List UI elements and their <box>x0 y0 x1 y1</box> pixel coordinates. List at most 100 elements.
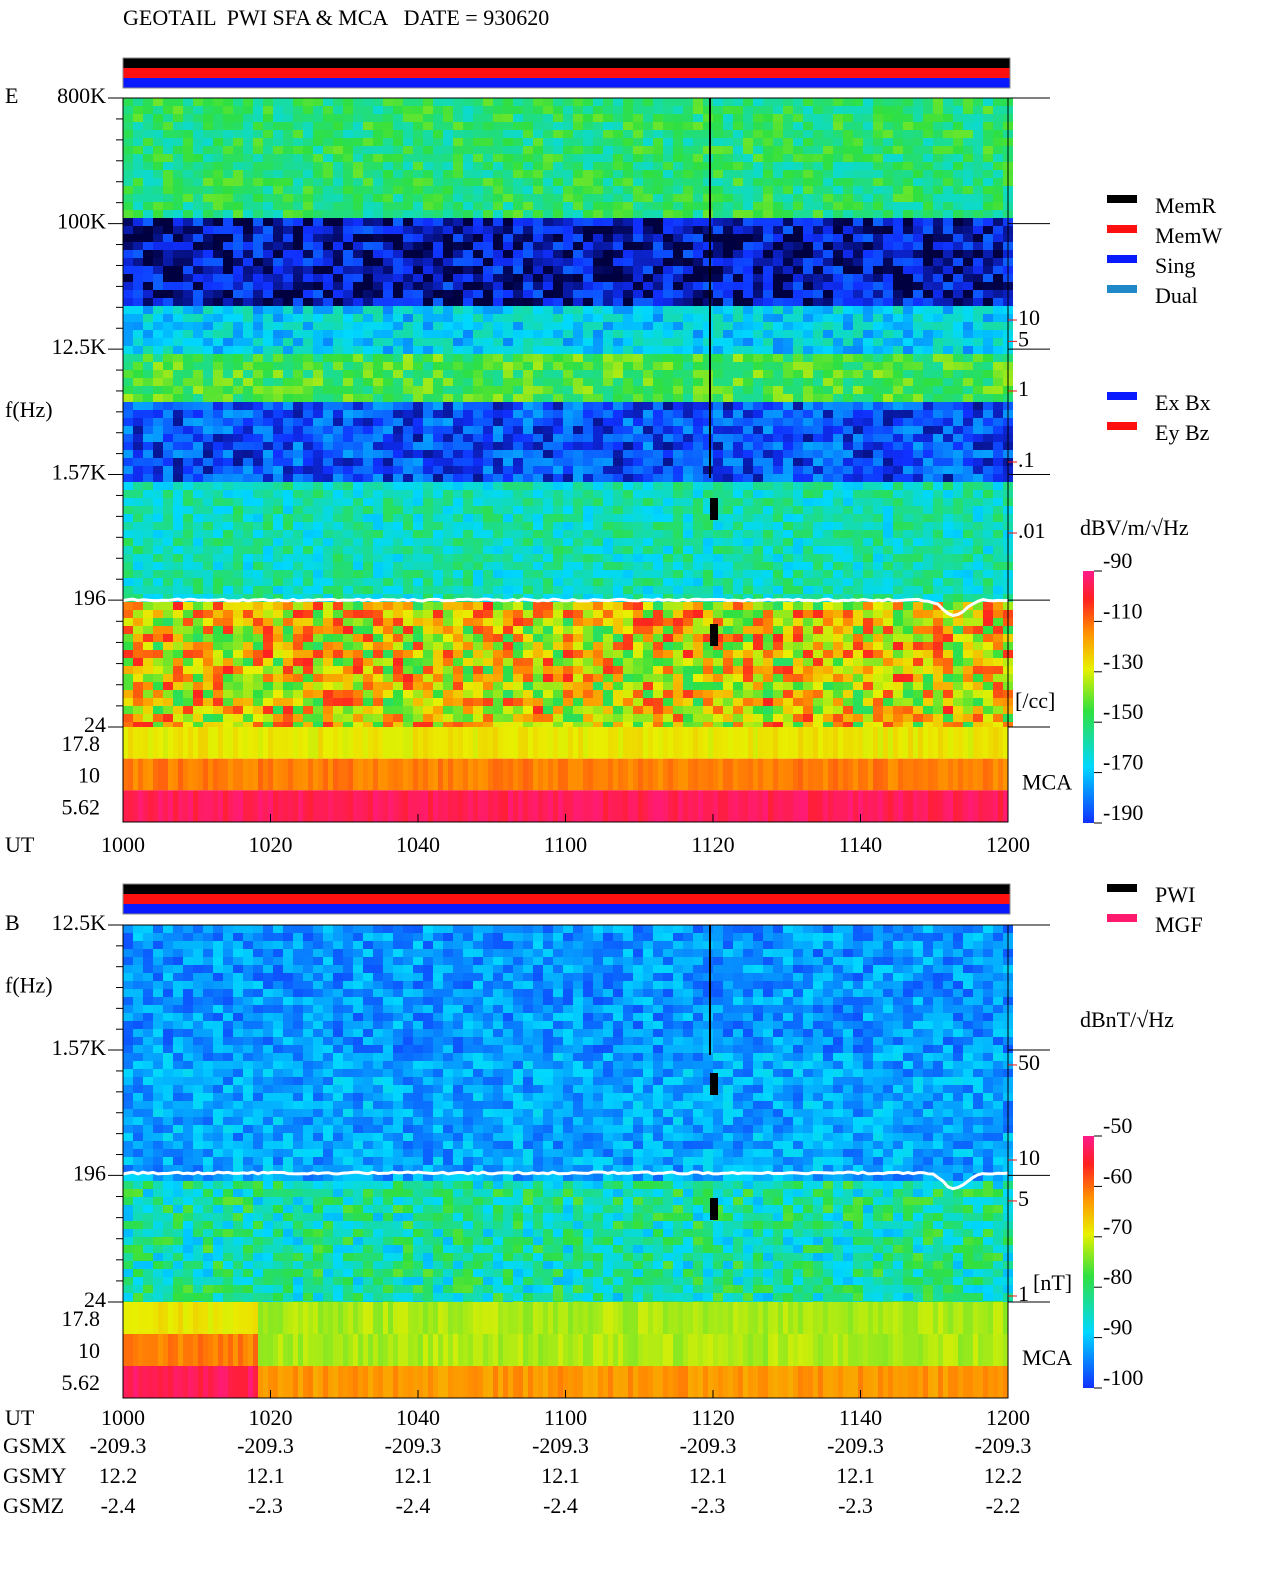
spectrogram-cell <box>433 178 443 186</box>
spectrogram-cell <box>253 434 263 442</box>
spectrogram-cell <box>973 258 983 266</box>
spectrogram-cell <box>983 370 993 378</box>
spectrogram-cell <box>813 394 823 402</box>
spectrogram-cell <box>133 442 143 450</box>
spectrogram-cell <box>853 426 863 434</box>
spectrogram-cell <box>403 282 413 290</box>
spectrogram-cell <box>423 250 433 258</box>
spectrogram-cell <box>573 442 583 450</box>
spectrogram-cell <box>713 186 723 194</box>
spectrogram-cell <box>433 466 443 474</box>
spectrogram-cell <box>343 338 353 346</box>
spectrogram-cell <box>223 498 233 506</box>
spectrogram-cell <box>993 346 1003 354</box>
spectrogram-cell <box>673 370 683 378</box>
spectrogram-cell <box>633 490 643 498</box>
spectrogram-cell <box>543 290 553 298</box>
spectrogram-cell <box>533 274 543 282</box>
spectrogram-cell <box>853 418 863 426</box>
spectrogram-cell <box>383 514 393 522</box>
spectrogram-cell <box>813 234 823 242</box>
spectrogram-cell <box>873 170 883 178</box>
spectrogram-cell <box>903 426 913 434</box>
spectrogram-cell <box>383 194 393 202</box>
spectrogram-cell <box>763 250 773 258</box>
spectrogram-cell <box>943 290 953 298</box>
spectrogram-cell <box>803 530 813 538</box>
spectrogram-cell <box>953 330 963 338</box>
spectrogram-cell <box>773 298 783 306</box>
spectrogram-cell <box>833 386 843 394</box>
spectrogram-cell <box>473 482 483 490</box>
spectrogram-cell <box>303 194 313 202</box>
spectrogram-cell <box>933 234 943 242</box>
spectrogram-cell <box>593 330 603 338</box>
spectrogram-cell <box>253 122 263 130</box>
spectrogram-cell <box>743 258 753 266</box>
spectrogram-cell <box>503 266 513 274</box>
spectrogram-cell <box>993 98 1003 106</box>
spectrogram-cell <box>483 178 493 186</box>
spectrogram-cell <box>993 114 1003 122</box>
spectrogram-cell <box>693 426 703 434</box>
spectrogram-cell <box>863 482 873 490</box>
spectrogram-cell <box>853 314 863 322</box>
spectrogram-cell <box>903 402 913 410</box>
spectrogram-cell <box>773 194 783 202</box>
spectrogram-cell <box>223 522 233 530</box>
spectrogram-cell <box>313 314 323 322</box>
spectrogram-cell <box>533 154 543 162</box>
spectrogram-cell <box>513 290 523 298</box>
spectrogram-cell <box>373 114 383 122</box>
spectrogram-cell <box>983 266 993 274</box>
spectrogram-cell <box>803 122 813 130</box>
spectrogram-cell <box>923 506 933 514</box>
spectrogram-cell <box>633 482 643 490</box>
spectrogram-cell <box>313 370 323 378</box>
spectrogram-cell <box>603 298 613 306</box>
spectrogram-cell <box>933 410 943 418</box>
spectrogram-cell <box>233 298 243 306</box>
spectrogram-cell <box>893 178 903 186</box>
spectrogram-cell <box>923 378 933 386</box>
spectrogram-cell <box>893 522 903 530</box>
spectrogram-cell <box>663 130 673 138</box>
spectrogram-cell <box>123 322 133 330</box>
spectrogram-cell <box>563 498 573 506</box>
spectrogram-cell <box>733 338 743 346</box>
spectrogram-cell <box>613 346 623 354</box>
spectrogram-cell <box>743 538 753 546</box>
spectrogram-cell <box>483 394 493 402</box>
spectrogram-cell <box>243 514 253 522</box>
spectrogram-cell <box>423 234 433 242</box>
spectrogram-cell <box>773 282 783 290</box>
spectrogram-cell <box>303 330 313 338</box>
spectrogram-cell <box>823 274 833 282</box>
spectrogram-cell <box>663 114 673 122</box>
spectrogram-cell <box>993 522 1003 530</box>
spectrogram-cell <box>303 514 313 522</box>
spectrogram-cell <box>603 386 613 394</box>
spectrogram-cell <box>423 402 433 410</box>
spectrogram-cell <box>833 402 843 410</box>
spectrogram-cell <box>133 162 143 170</box>
spectrogram-cell <box>233 514 243 522</box>
spectrogram-cell <box>733 514 743 522</box>
spectrogram-cell <box>993 426 1003 434</box>
spectrogram-cell <box>913 458 923 466</box>
spectrogram-cell <box>313 186 323 194</box>
spectrogram-cell <box>233 442 243 450</box>
spectrogram-cell <box>493 322 503 330</box>
spectrogram-cell <box>703 106 713 114</box>
spectrogram-cell <box>483 490 493 498</box>
spectrogram-cell <box>633 122 643 130</box>
spectrogram-cell <box>263 466 273 474</box>
spectrogram-cell <box>473 146 483 154</box>
spectrogram-cell <box>233 538 243 546</box>
spectrogram-cell <box>533 250 543 258</box>
spectrogram-cell <box>943 498 953 506</box>
spectrogram-cell <box>193 258 203 266</box>
spectrogram-cell <box>953 306 963 314</box>
spectrogram-cell <box>823 458 833 466</box>
spectrogram-cell <box>963 306 973 314</box>
